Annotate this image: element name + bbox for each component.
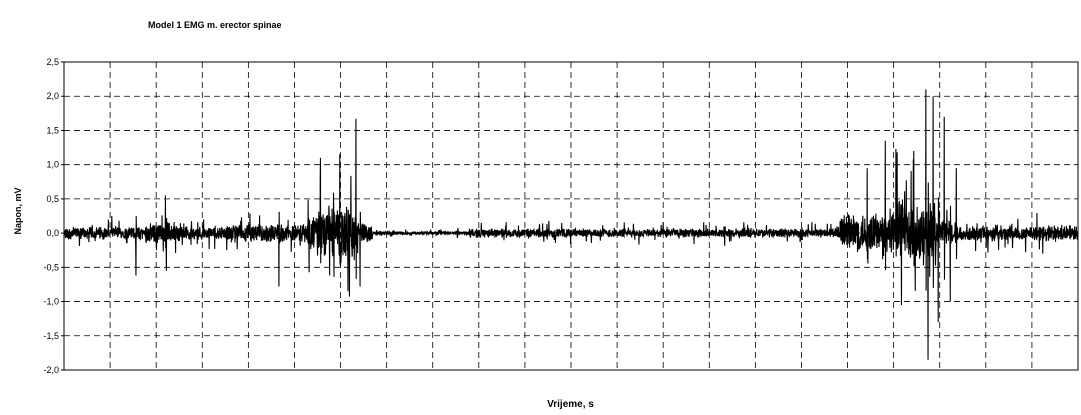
- y-tick-label: -2,0: [43, 365, 59, 375]
- y-tick-label: 0,0: [46, 228, 59, 238]
- emg-signal-line: [63, 89, 1079, 360]
- x-axis-label: Vrijeme, s: [547, 399, 594, 410]
- y-tick-label: 1,0: [46, 160, 59, 170]
- grid-lines: [64, 62, 1078, 370]
- signal-group: [63, 89, 1079, 360]
- y-axis-label: Napon, mV: [13, 187, 23, 235]
- y-tick-label: 1,5: [46, 125, 59, 135]
- y-tick-label: -1,5: [43, 331, 59, 341]
- plot-frame: [63, 61, 1079, 371]
- y-tick-label: 2,5: [46, 57, 59, 67]
- y-tick-label: -0,5: [43, 262, 59, 272]
- y-tick-label: 2,0: [46, 91, 59, 101]
- y-tick-label: 0,5: [46, 194, 59, 204]
- y-tick-label: -1,0: [43, 297, 59, 307]
- chart-title: Model 1 EMG m. erector spinae: [148, 20, 282, 30]
- y-axis-ticks: 2,5 2,0 1,5 1,0 0,5 0,0 -0,5 -1,0 -1,5 -2,0: [43, 57, 64, 375]
